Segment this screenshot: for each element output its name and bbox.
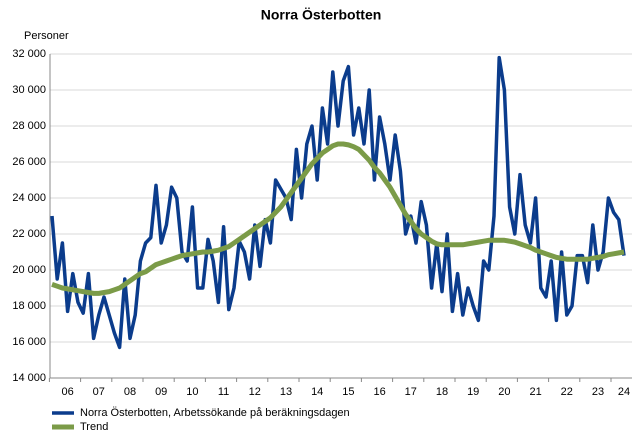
x-tick-label: 14 bbox=[311, 386, 323, 398]
y-tick-label: 26 000 bbox=[12, 156, 46, 168]
x-tick-label: 21 bbox=[529, 386, 541, 398]
x-tick-label: 18 bbox=[436, 386, 448, 398]
x-tick-label: 13 bbox=[280, 386, 292, 398]
legend-label: Norra Österbotten, Arbetssökande på berä… bbox=[80, 407, 350, 419]
y-tick-label: 24 000 bbox=[12, 192, 46, 204]
x-tick-label: 12 bbox=[249, 386, 261, 398]
x-tick-label: 09 bbox=[155, 386, 167, 398]
x-tick-label: 06 bbox=[61, 386, 73, 398]
x-tick-label: 19 bbox=[467, 386, 479, 398]
x-tick-label: 15 bbox=[342, 386, 354, 398]
y-tick-label: 30 000 bbox=[12, 84, 46, 96]
y-tick-label: 16 000 bbox=[12, 336, 46, 348]
y-tick-label: 18 000 bbox=[12, 300, 46, 312]
x-tick-label: 24 bbox=[618, 386, 630, 398]
x-tick-label: 08 bbox=[124, 386, 136, 398]
x-tick-label: 10 bbox=[186, 386, 198, 398]
x-tick-label: 07 bbox=[93, 386, 105, 398]
series-line bbox=[50, 55, 626, 350]
x-tick-label: 11 bbox=[218, 386, 229, 398]
legend-label: Trend bbox=[80, 421, 108, 433]
x-tick-label: 20 bbox=[498, 386, 510, 398]
x-tick-label: 17 bbox=[405, 386, 417, 398]
y-tick-label: 32 000 bbox=[12, 48, 46, 60]
y-tick-label: 20 000 bbox=[12, 264, 46, 276]
y-tick-label: 14 000 bbox=[12, 372, 46, 384]
x-tick-label: 22 bbox=[561, 386, 573, 398]
x-tick-label: 16 bbox=[373, 386, 385, 398]
y-tick-label: 22 000 bbox=[12, 228, 46, 240]
y-axis-label: Personer bbox=[24, 30, 69, 42]
chart-title: Norra Österbotten bbox=[261, 7, 382, 23]
series-line bbox=[51, 141, 625, 296]
y-tick-label: 28 000 bbox=[12, 120, 46, 132]
x-tick-label: 23 bbox=[592, 386, 604, 398]
